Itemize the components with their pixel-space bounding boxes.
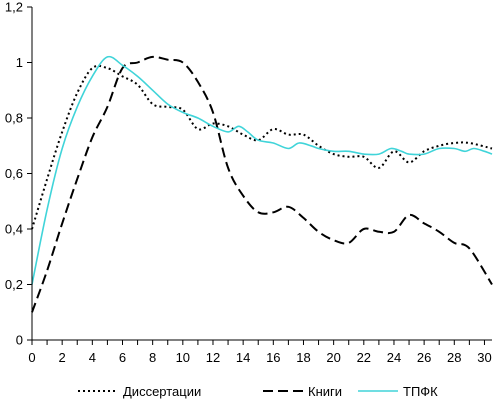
legend-label-3: ТПФК <box>403 384 438 399</box>
series-line-2 <box>31 55 493 313</box>
x-tick-label: 24 <box>387 350 401 365</box>
x-axis-ticks: 0 2 4 6 8 10 12 14 16 18 20 22 24 26 28 30 <box>28 340 492 365</box>
x-tick-label: 2 <box>59 350 66 365</box>
x-tick-label: 28 <box>447 350 461 365</box>
series-line-3 <box>31 55 493 285</box>
y-axis-ticks: 0 0,2 0,4 0,6 0,8 1 1,2 <box>5 0 32 348</box>
x-tick-label: 6 <box>119 350 126 365</box>
y-tick-label: 0 <box>16 333 23 348</box>
x-tick-label: 12 <box>206 350 220 365</box>
x-tick-label: 26 <box>417 350 431 365</box>
x-tick-label: 10 <box>176 350 190 365</box>
x-tick-label: 30 <box>477 350 491 365</box>
y-tick-label: 0,4 <box>5 222 23 237</box>
x-tick-label: 18 <box>296 350 310 365</box>
x-tick-label: 8 <box>149 350 156 365</box>
series-line-1 <box>31 64 493 230</box>
x-tick-label: 20 <box>326 350 340 365</box>
legend: Диссертации Книги ТПФК <box>78 384 438 399</box>
x-tick-label: 4 <box>89 350 96 365</box>
y-tick-label: 1,2 <box>5 0 23 15</box>
legend-label-1: Диссертации <box>123 384 201 399</box>
y-tick-label: 0,2 <box>5 277 23 292</box>
x-tick-label: 22 <box>357 350 371 365</box>
y-tick-label: 1 <box>16 55 23 70</box>
series-layer <box>31 55 493 313</box>
x-tick-label: 0 <box>28 350 35 365</box>
y-tick-label: 0,8 <box>5 111 23 126</box>
x-tick-label: 14 <box>236 350 250 365</box>
x-tick-label: 16 <box>266 350 280 365</box>
legend-label-2: Книги <box>308 384 342 399</box>
y-tick-label: 0,6 <box>5 166 23 181</box>
